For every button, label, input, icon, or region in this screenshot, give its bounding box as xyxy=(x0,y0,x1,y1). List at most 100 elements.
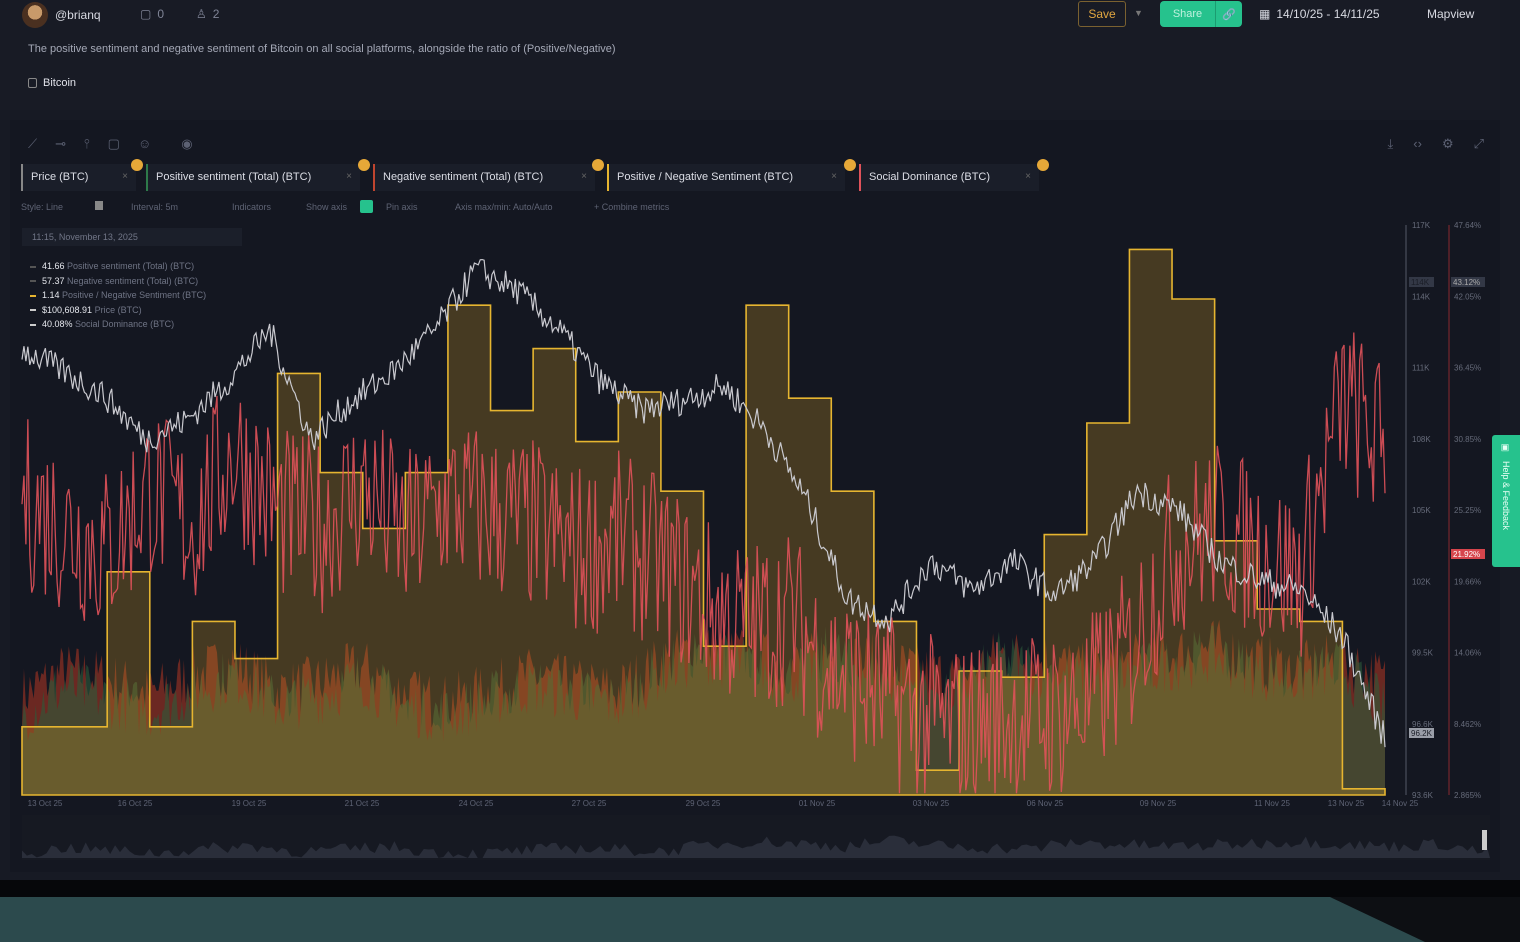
mapview-button[interactable]: Mapview xyxy=(1427,7,1475,21)
price-tick-label: 105K xyxy=(1412,506,1431,515)
price-tick-label: 102K xyxy=(1412,577,1431,586)
price-marker-label: 96.2K xyxy=(1411,729,1433,738)
username[interactable]: @brianq xyxy=(55,8,101,22)
save-button[interactable]: Save xyxy=(1078,1,1126,27)
chart-canvas[interactable]: 117K 114K 111K 108K 105K 102K 99.5K 96.6K 93.6K 4… xyxy=(0,0,1520,880)
metric-tab-positive-sentiment[interactable]: Positive sentiment (Total) (BTC) × xyxy=(146,164,360,191)
price-marker-label: 114K xyxy=(1411,278,1430,287)
indicators-select[interactable]: Indicators xyxy=(232,202,272,212)
download-icon[interactable]: ⤓ xyxy=(1387,136,1394,151)
save-options-chevron-icon[interactable]: ▼ xyxy=(1134,8,1143,18)
coin-icon xyxy=(28,78,37,88)
dominance-tick-label: 30.85% xyxy=(1454,435,1481,444)
price-tick-label: 114K xyxy=(1412,292,1431,301)
embed-code-icon[interactable]: ‹› xyxy=(1413,136,1422,151)
settings-dot-icon[interactable] xyxy=(358,159,370,171)
line-tool-icon[interactable]: ⟋ xyxy=(28,136,38,151)
style-select[interactable]: Style: Line xyxy=(21,202,64,212)
price-tick-label: 99.5K xyxy=(1412,649,1434,658)
metric-tab-price[interactable]: Price (BTC) × xyxy=(21,164,136,191)
price-marker xyxy=(1409,277,1434,287)
dominance-tick-label: 2.865% xyxy=(1454,791,1481,800)
drawing-toolbar: ⟋ ⊸ ⫯ ▢ ☺ ◉ xyxy=(28,136,193,152)
price-line xyxy=(21,258,1386,748)
x-tick-label: 03 Nov 25 xyxy=(913,799,950,808)
calendar-icon: ▦ xyxy=(1259,7,1271,21)
metric-tab-negative-sentiment[interactable]: Negative sentiment (Total) (BTC) × xyxy=(373,164,595,191)
close-icon[interactable]: × xyxy=(346,171,352,182)
x-tick-label: 29 Oct 25 xyxy=(686,799,721,808)
x-tick-label: 21 Oct 25 xyxy=(345,799,380,808)
metric-tab-ratio[interactable]: Positive / Negative Sentiment (BTC) × xyxy=(607,164,845,191)
x-tick-label: 09 Nov 25 xyxy=(1140,799,1177,808)
bottom-bar xyxy=(0,880,1520,897)
dominance-marker-label: 43.12% xyxy=(1453,278,1480,287)
rocket-icon: ♙ xyxy=(196,7,207,21)
x-tick-label: 06 Nov 25 xyxy=(1027,799,1064,808)
close-icon[interactable]: × xyxy=(831,171,837,182)
likes-count[interactable]: ♙ 2 xyxy=(196,7,220,21)
note-icon[interactable]: ▢ xyxy=(107,136,120,151)
tooltip-row: $100,608.91 Price (BTC) xyxy=(30,303,206,318)
fullscreen-icon[interactable]: ⤢ xyxy=(1473,136,1484,151)
dominance-marker-label: 21.92% xyxy=(1453,550,1480,559)
settings-gear-icon[interactable]: ⚙ xyxy=(1441,136,1454,151)
x-tick-label: 01 Nov 25 xyxy=(799,799,836,808)
x-tick-label: 11 Nov 25 xyxy=(1254,799,1290,808)
comment-icon: ▢ xyxy=(140,7,152,21)
dominance-tick-label: 8.462% xyxy=(1454,720,1481,729)
emoji-icon[interactable]: ☺ xyxy=(137,136,152,151)
x-tick-label: 14 Nov 25 xyxy=(1382,799,1419,808)
settings-dot-icon[interactable] xyxy=(592,159,604,171)
price-tick-label: 96.6K xyxy=(1412,720,1434,729)
settings-dot-icon[interactable] xyxy=(844,159,856,171)
vertical-line-icon[interactable]: ⫯ xyxy=(84,136,90,151)
comments-count[interactable]: ▢ 0 xyxy=(140,7,165,21)
dominance-marker xyxy=(1451,549,1485,559)
avatar[interactable] xyxy=(22,2,48,28)
date-range-picker[interactable]: ▦ 14/10/25 - 14/11/25 xyxy=(1259,7,1380,21)
chat-icon: ▣ xyxy=(1501,443,1511,453)
horizontal-line-icon[interactable]: ⊸ xyxy=(55,136,67,151)
price-tick-label: 117K xyxy=(1412,221,1431,230)
close-icon[interactable]: × xyxy=(122,171,128,182)
price-tick-label: 108K xyxy=(1412,435,1431,444)
color-swatch[interactable] xyxy=(95,201,103,210)
x-tick-label: 16 Oct 25 xyxy=(118,799,153,808)
x-tick-label: 19 Oct 25 xyxy=(232,799,267,808)
x-tick-label: 13 Nov 25 xyxy=(1328,799,1365,808)
social-dominance-line xyxy=(21,332,1386,794)
dominance-marker xyxy=(1451,277,1485,287)
price-tick-label: 93.6K xyxy=(1412,791,1434,800)
close-icon[interactable]: × xyxy=(581,171,587,182)
show-axis-label: Show axis xyxy=(306,202,348,212)
dominance-tick-label: 42.05% xyxy=(1454,292,1481,301)
share-button[interactable]: Share 🔗 xyxy=(1160,1,1242,27)
chart-description: The positive sentiment and negative sent… xyxy=(28,43,616,55)
axis-minmax-select[interactable]: Axis max/min: Auto/Auto xyxy=(455,202,553,212)
tooltip-legend: 41.66 Positive sentiment (Total) (BTC) 5… xyxy=(30,259,206,332)
settings-dot-icon[interactable] xyxy=(1037,159,1049,171)
tooltip-datetime: 11:15, November 13, 2025 xyxy=(22,228,242,246)
x-tick-label: 24 Oct 25 xyxy=(459,799,494,808)
ratio-step-series xyxy=(21,248,1386,796)
footer-strip xyxy=(0,897,1520,942)
navigator-area xyxy=(22,835,1490,858)
interval-select[interactable]: Interval: 5m xyxy=(131,202,179,212)
settings-dot-icon[interactable] xyxy=(131,159,143,171)
link-icon[interactable]: 🔗 xyxy=(1215,1,1242,27)
asset-label[interactable]: Bitcoin xyxy=(28,77,76,89)
x-tick-label: 13 Oct 25 xyxy=(28,799,63,808)
dominance-tick-label: 25.25% xyxy=(1454,506,1481,515)
tooltip-row: 1.14 Positive / Negative Sentiment (BTC) xyxy=(30,288,206,303)
metric-tab-social-dominance[interactable]: Social Dominance (BTC) × xyxy=(859,164,1039,191)
help-feedback-tab[interactable]: ▣ Help & Feedback xyxy=(1492,435,1520,567)
price-tick-label: 111K xyxy=(1412,364,1430,373)
chart-actions: ⤓ ‹› ⚙ ⤢ xyxy=(1388,136,1484,152)
pin-axis-toggle[interactable]: Pin axis xyxy=(386,202,418,212)
navigator-handle xyxy=(1482,830,1487,850)
eye-icon[interactable]: ◉ xyxy=(181,136,193,151)
show-axis-checkbox[interactable] xyxy=(360,200,373,213)
combine-metrics-button[interactable]: + Combine metrics xyxy=(594,202,670,212)
close-icon[interactable]: × xyxy=(1025,171,1031,182)
